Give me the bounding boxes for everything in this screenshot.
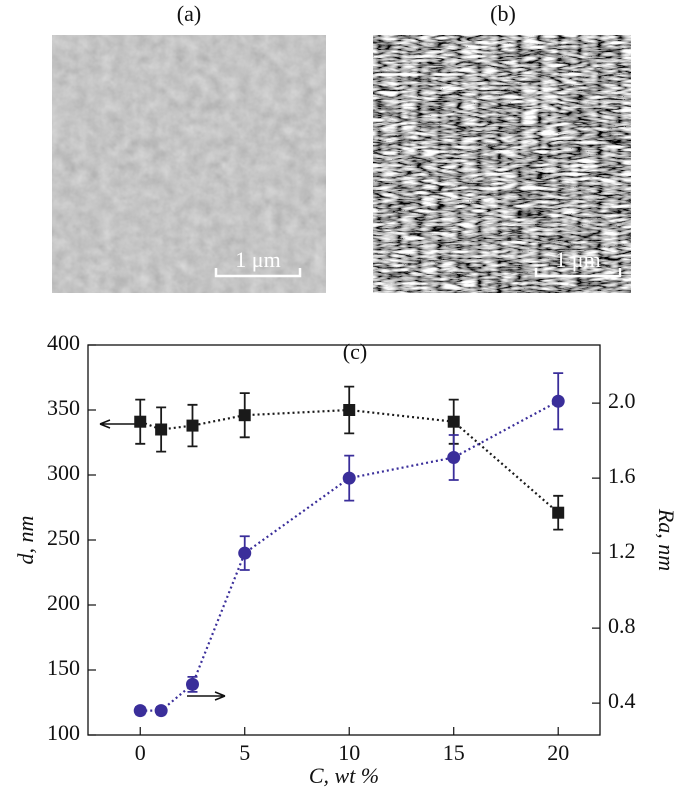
data-point — [238, 546, 252, 560]
scale-bar — [214, 268, 302, 278]
x-axis-label: C, wt % — [309, 763, 379, 788]
scale-bar — [534, 268, 622, 278]
data-point — [186, 419, 199, 432]
y2-tick-label: 0.8 — [608, 613, 636, 638]
plot-frame — [87, 344, 601, 736]
annotation: (c) — [343, 339, 367, 364]
data-point — [552, 506, 565, 519]
y-tick-label: 250 — [47, 525, 80, 550]
y2-tick-label: 0.4 — [608, 688, 636, 713]
afm-texture-a — [52, 35, 326, 293]
data-point — [343, 404, 356, 416]
data-point — [154, 704, 168, 718]
y-tick-label: 100 — [47, 720, 80, 745]
y-tick-label: 150 — [47, 655, 80, 680]
axis-arrow — [187, 691, 226, 701]
x-tick-label: 0 — [135, 740, 146, 765]
panel-label: (a) — [177, 1, 201, 26]
axis-arrow — [99, 419, 140, 429]
scale-bar-label: 1 μm — [555, 247, 600, 272]
data-point — [185, 677, 199, 691]
data-point — [133, 704, 147, 718]
y-tick-label: 200 — [47, 590, 80, 615]
data-point — [155, 423, 168, 436]
y2-tick-label: 2.0 — [608, 388, 636, 413]
data-point — [447, 451, 461, 464]
y-tick-label: 400 — [47, 330, 80, 355]
y2-tick-label: 1.2 — [608, 538, 636, 563]
data-point — [238, 409, 251, 422]
scale-bar-label: 1 μm — [235, 247, 280, 272]
data-point — [134, 415, 147, 428]
y-tick-label: 350 — [47, 395, 80, 420]
data-point — [447, 415, 460, 428]
x-tick-label: 20 — [547, 740, 569, 765]
x-tick-label: 15 — [443, 740, 465, 765]
y2-tick-label: 1.6 — [608, 463, 636, 488]
x-tick-label: 5 — [239, 740, 250, 765]
afm-texture-b — [373, 35, 631, 293]
data-point — [551, 394, 565, 408]
x-tick-label: 10 — [338, 740, 360, 765]
y-tick-label: 300 — [47, 460, 80, 485]
y2-axis-label: Ra, nm — [654, 508, 679, 571]
series-line — [140, 400, 559, 712]
data-point — [342, 471, 356, 485]
y-axis-label: d, nm — [13, 516, 38, 565]
panel-label: (b) — [490, 1, 516, 26]
